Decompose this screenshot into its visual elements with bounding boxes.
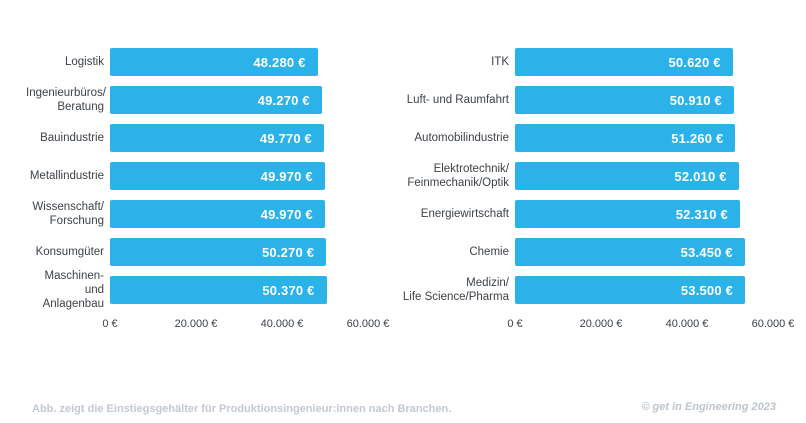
charts-area: Logistik 48.280 € Ingenieurbüros/ Beratu… [26, 48, 794, 334]
category-label: Automobilindustrie [414, 131, 509, 144]
bar: 48.280 € [110, 48, 318, 76]
bar-row: Luft- und Raumfahrt 50.910 € [393, 86, 773, 114]
bar-value-label: 49.970 € [260, 206, 313, 222]
bar-track: 50.270 € [110, 238, 368, 266]
bar-row: Wissenschaft/ Forschung 49.970 € [26, 200, 368, 228]
bar-value-label: 49.270 € [257, 92, 310, 108]
bar-row: Automobilindustrie 51.260 € [393, 124, 773, 152]
category-label: Maschinen- und Anlagenbau [42, 269, 104, 311]
left-bar-chart: Logistik 48.280 € Ingenieurbüros/ Beratu… [26, 48, 389, 334]
category-label: ITK [491, 55, 509, 68]
bar-value-label: 52.310 € [675, 206, 728, 222]
category-label: Wissenschaft/ Forschung [32, 200, 104, 227]
x-axis-tick: 0 € [102, 318, 118, 330]
bar-value-label: 49.770 € [259, 130, 312, 146]
category-label: Metallindustrie [29, 169, 104, 182]
bar-track: 53.500 € [515, 276, 773, 304]
bar-row: Maschinen- und Anlagenbau 50.370 € [26, 270, 368, 310]
bar-track: 52.010 € [515, 162, 773, 190]
bar-row: Chemie 53.450 € [393, 238, 773, 266]
bar-row: Energiewirtschaft 52.310 € [393, 200, 773, 228]
category-label: Bauindustrie [40, 131, 104, 144]
bar: 50.370 € [110, 276, 327, 304]
bar: 49.970 € [110, 200, 325, 228]
bar-row: Logistik 48.280 € [26, 48, 368, 76]
bar-value-label: 50.370 € [262, 282, 315, 298]
bar: 51.260 € [515, 124, 736, 152]
category-label: Ingenieurbüros/ Beratung [26, 86, 106, 113]
category-label: Logistik [65, 55, 104, 68]
bar-track: 49.970 € [110, 200, 368, 228]
bar-value-label: 53.500 € [680, 282, 734, 298]
x-axis-tick: 0 € [507, 318, 523, 330]
bar: 52.010 € [515, 162, 739, 190]
bar-value-label: 50.620 € [668, 54, 721, 70]
category-label: Elektrotechnik/ Feinmechanik/Optik [407, 162, 509, 189]
x-axis-tick: 20.000 € [174, 318, 218, 330]
bar-row: Medizin/ Life Science/Pharma 53.500 € [393, 276, 773, 304]
x-axis-tick: 20.000 € [579, 318, 623, 330]
bar-value-label: 52.010 € [674, 168, 727, 184]
bar-row: Metallindustrie 49.970 € [26, 162, 368, 190]
bar-value-label: 49.970 € [260, 168, 313, 184]
bar: 50.910 € [515, 86, 734, 114]
bar-value-label: 48.280 € [253, 54, 306, 70]
bar-row: Elektrotechnik/ Feinmechanik/Optik 52.01… [393, 162, 773, 190]
x-axis-tick: 40.000 € [260, 318, 304, 330]
bar-track: 49.970 € [110, 162, 368, 190]
x-axis: 0 € 20.000 € 40.000 € 60.000 € [102, 316, 389, 334]
bar-row: Bauindustrie 49.770 € [26, 124, 368, 152]
category-label: Medizin/ Life Science/Pharma [402, 276, 509, 303]
bar: 49.970 € [110, 162, 325, 190]
x-axis-tick: 60.000 € [751, 318, 795, 330]
bar-track: 49.270 € [110, 86, 368, 114]
category-label: Chemie [469, 245, 509, 258]
copyright-credit: © get in Engineering 2023 [641, 401, 776, 413]
category-label: Luft- und Raumfahrt [406, 93, 509, 106]
bar: 53.500 € [515, 276, 746, 304]
x-axis: 0 € 20.000 € 40.000 € 60.000 € [507, 316, 794, 334]
bar-row: ITK 50.620 € [393, 48, 773, 76]
bar-value-label: 51.260 € [671, 130, 724, 146]
bar-track: 52.310 € [515, 200, 773, 228]
bar: 53.450 € [515, 238, 745, 266]
bar-track: 50.620 € [515, 48, 773, 76]
bar: 49.770 € [110, 124, 324, 152]
category-label: Konsumgüter [35, 245, 104, 258]
bar: 52.310 € [515, 200, 740, 228]
bar-row: Ingenieurbüros/ Beratung 49.270 € [26, 86, 368, 114]
bar-row: Konsumgüter 50.270 € [26, 238, 368, 266]
bar: 50.620 € [515, 48, 733, 76]
bar-track: 51.260 € [515, 124, 773, 152]
category-label: Energiewirtschaft [420, 207, 509, 220]
figure-caption: Abb. zeigt die Einstiegsgehälter für Pro… [32, 403, 452, 415]
bar: 49.270 € [110, 86, 322, 114]
bar-track: 50.370 € [110, 276, 368, 304]
x-axis-tick: 60.000 € [346, 318, 390, 330]
bar-value-label: 50.270 € [261, 244, 315, 260]
bar-value-label: 53.450 € [680, 244, 733, 260]
bar-track: 48.280 € [110, 48, 368, 76]
bar-value-label: 50.910 € [669, 92, 722, 108]
right-bar-chart: ITK 50.620 € Luft- und Raumfahrt 50.910 … [393, 48, 794, 334]
bar-track: 53.450 € [515, 238, 773, 266]
bar-track: 50.910 € [515, 86, 773, 114]
bar: 50.270 € [110, 238, 327, 266]
bar-track: 49.770 € [110, 124, 368, 152]
x-axis-tick: 40.000 € [665, 318, 709, 330]
